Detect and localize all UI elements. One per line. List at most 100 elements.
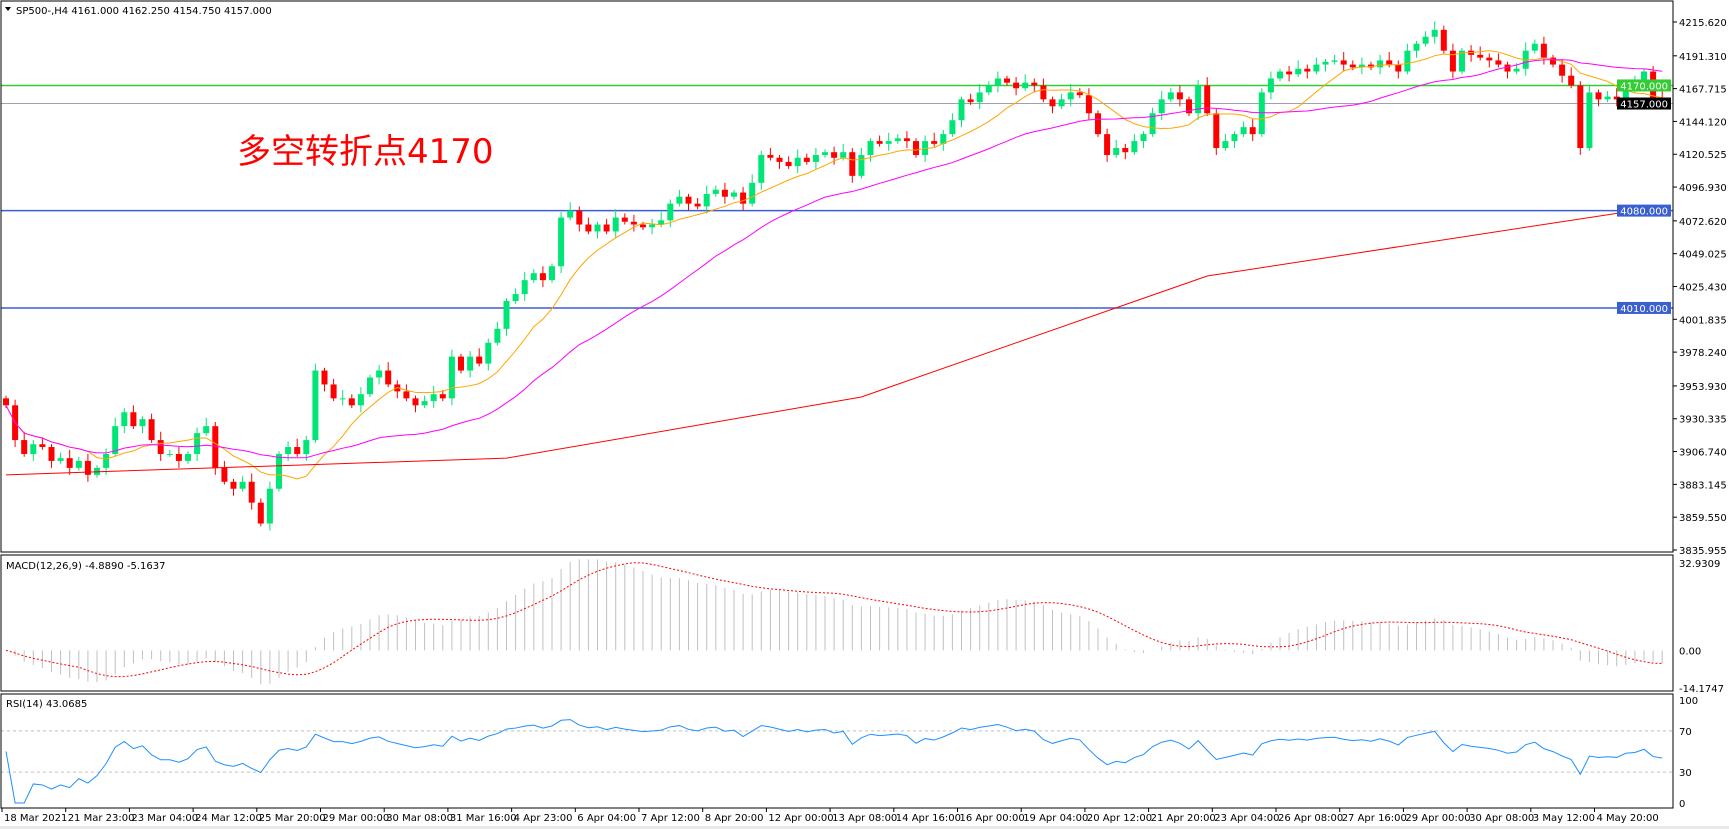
price-label: 4080.000 — [1620, 207, 1668, 218]
candle — [294, 447, 301, 454]
candle — [439, 394, 446, 399]
candle — [1331, 60, 1338, 62]
price-label-bg — [1617, 204, 1671, 217]
x-tick-label: 20 Apr 12:00 — [1087, 813, 1152, 824]
candle — [239, 481, 246, 489]
y-tick-label: 3906.740 — [1679, 448, 1727, 459]
candle — [1404, 50, 1411, 72]
candle — [1240, 127, 1247, 135]
candle — [321, 370, 328, 385]
candle — [1122, 148, 1129, 153]
candle — [75, 460, 82, 468]
rsi-y-label: 70 — [1679, 727, 1692, 738]
x-tick-label: 3 May 12:00 — [1533, 813, 1595, 824]
macd-label: MACD(12,26,9) -4.8890 -5.1637 — [6, 561, 166, 572]
collapse-triangle-icon[interactable] — [5, 7, 11, 11]
candle — [376, 370, 383, 378]
y-tick-label: 4215.620 — [1679, 18, 1727, 29]
candle — [549, 266, 555, 281]
rsi-label: RSI(14) 43.0685 — [6, 699, 87, 710]
macd-panel-frame — [0, 554, 1674, 692]
candle — [1149, 113, 1156, 135]
candle — [558, 217, 565, 267]
x-tick-label: 21 Apr 20:00 — [1151, 813, 1216, 824]
symbol-info: SP500-,H4 4161.000 4162.250 4154.750 415… — [16, 6, 272, 17]
candle — [430, 394, 437, 402]
y-tick-label: 4120.525 — [1679, 150, 1727, 161]
candle — [758, 154, 765, 183]
rsi-y-label: 100 — [1679, 696, 1698, 707]
y-tick-label: 3835.955 — [1679, 546, 1727, 557]
ma-slow-line — [5, 208, 1645, 476]
candle — [1477, 54, 1484, 58]
candle — [1641, 71, 1647, 83]
candle — [1431, 29, 1438, 37]
y-tick-label: 3859.550 — [1679, 513, 1727, 524]
candle — [985, 85, 992, 93]
rsi-line — [5, 719, 1663, 804]
candle — [1586, 92, 1593, 149]
candle — [248, 481, 255, 503]
x-tick-label: 25 Mar 20:00 — [259, 813, 326, 824]
x-tick-label: 21 Mar 23:00 — [68, 813, 135, 824]
price-label: 4010.000 — [1620, 304, 1668, 315]
candle — [1231, 134, 1238, 142]
candle — [967, 99, 974, 103]
candle — [212, 426, 219, 468]
candle — [1486, 57, 1493, 61]
candle — [157, 440, 164, 454]
ma-mid-line — [5, 59, 1663, 459]
candle — [1531, 43, 1538, 51]
candle — [822, 152, 828, 155]
candle — [667, 203, 674, 221]
candle — [285, 447, 292, 454]
candle — [148, 419, 155, 441]
candle — [421, 401, 428, 406]
candle — [885, 141, 892, 144]
candle — [1577, 85, 1584, 149]
macd-y-label: -14.1747 — [1679, 684, 1724, 695]
candle — [1277, 71, 1283, 79]
candle — [1513, 68, 1520, 72]
x-tick-label: 4 Apr 23:00 — [514, 813, 573, 824]
macd-signal-line — [5, 562, 1663, 678]
candle — [976, 92, 983, 103]
candle — [1540, 43, 1547, 58]
candle — [185, 453, 191, 461]
candle — [1322, 61, 1329, 65]
candle — [57, 458, 64, 461]
candle — [3, 398, 9, 406]
candle — [603, 224, 610, 232]
candle — [840, 152, 847, 158]
candle — [230, 481, 237, 489]
candle — [303, 440, 310, 454]
candle — [867, 141, 874, 155]
candle — [194, 433, 201, 454]
y-tick-label: 4144.120 — [1679, 117, 1727, 128]
y-tick-label: 4072.620 — [1679, 217, 1727, 228]
candle — [1095, 113, 1101, 135]
x-tick-label: 26 Apr 08:00 — [1278, 813, 1343, 824]
candle — [1176, 92, 1183, 100]
candle — [694, 203, 701, 207]
candle — [1377, 60, 1384, 68]
x-tick-label: 29 Apr 00:00 — [1405, 813, 1470, 824]
candle — [903, 138, 910, 142]
x-tick-label: 27 Apr 16:00 — [1342, 813, 1407, 824]
candle — [1076, 92, 1083, 96]
candle — [894, 138, 901, 142]
candle — [621, 217, 628, 222]
candle — [1204, 85, 1211, 114]
candle — [676, 196, 683, 204]
candle — [1258, 92, 1265, 135]
candle — [166, 453, 173, 455]
x-tick-label: 29 Mar 00:00 — [323, 813, 390, 824]
x-tick-label: 24 Mar 12:00 — [195, 813, 262, 824]
x-tick-label: 30 Mar 08:00 — [386, 813, 453, 824]
y-tick-label: 4191.310 — [1679, 52, 1727, 63]
candle — [1568, 75, 1575, 86]
x-tick-label: 8 Apr 20:00 — [705, 813, 764, 824]
y-tick-label: 3930.335 — [1679, 415, 1727, 426]
x-tick-label: 19 Apr 04:00 — [1023, 813, 1088, 824]
